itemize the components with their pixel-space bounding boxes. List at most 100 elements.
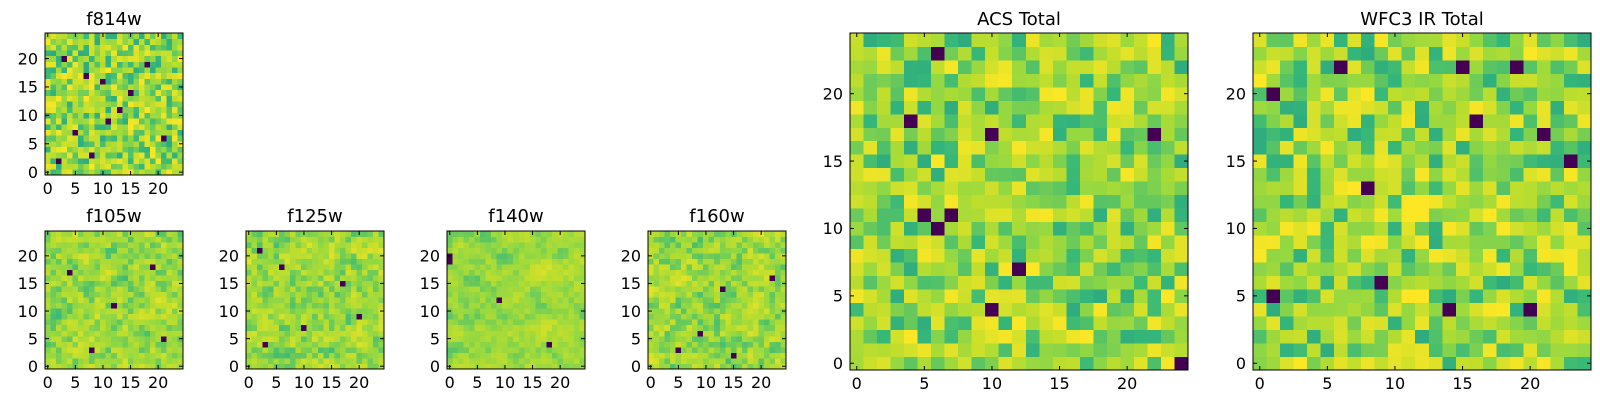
heatmap-cell xyxy=(917,194,932,209)
heatmap-cell xyxy=(50,231,57,237)
heatmap-cell xyxy=(474,341,481,348)
heatmap-cell xyxy=(697,313,704,320)
heatmap-cell xyxy=(1550,208,1565,223)
heatmap-cell xyxy=(1536,100,1551,115)
heatmap-cell xyxy=(944,154,959,169)
x-tick-label: 10 xyxy=(982,374,1002,393)
heatmap-cell xyxy=(1160,194,1175,209)
heatmap-cell xyxy=(350,242,357,248)
heatmap-cell xyxy=(496,258,503,265)
heatmap-cell xyxy=(692,231,699,237)
heatmap-cell xyxy=(257,330,263,337)
heatmap-cell xyxy=(138,330,145,337)
heatmap-cell xyxy=(149,275,156,282)
heatmap-cell xyxy=(1388,275,1403,290)
heatmap-cell xyxy=(1550,154,1565,169)
heatmap-cell xyxy=(491,302,498,309)
heatmap-cell xyxy=(904,262,918,277)
heatmap-cell xyxy=(67,242,73,248)
heatmap-cell xyxy=(1093,302,1108,317)
heatmap-cell xyxy=(1469,275,1484,290)
heatmap-cell xyxy=(1563,127,1578,142)
heatmap-cell xyxy=(1469,329,1484,344)
heatmap-cell xyxy=(312,302,319,309)
heatmap-cell xyxy=(1320,167,1335,182)
heatmap-cell xyxy=(50,247,57,254)
heatmap-cell xyxy=(72,84,79,91)
heatmap-cell xyxy=(452,275,459,282)
heatmap-cell xyxy=(290,357,297,364)
heatmap-cell xyxy=(758,269,765,276)
heatmap-cell xyxy=(1052,235,1067,250)
heatmap-cell xyxy=(944,289,959,303)
heatmap-cell xyxy=(155,242,162,248)
heatmap-cell xyxy=(507,335,514,342)
heatmap-cell xyxy=(863,302,878,317)
heatmap-cell xyxy=(1334,154,1349,169)
heatmap-cell xyxy=(50,101,57,108)
heatmap-cell xyxy=(268,242,274,248)
heatmap-cell xyxy=(1320,140,1335,155)
heatmap-cell xyxy=(45,286,51,293)
heatmap-cell xyxy=(1039,59,1054,74)
heatmap-cell xyxy=(295,302,302,309)
heatmap-cell xyxy=(306,352,313,359)
heatmap-cell xyxy=(463,275,470,282)
heatmap-cell xyxy=(1361,140,1376,155)
heatmap-cell xyxy=(540,236,547,243)
heatmap-cell xyxy=(78,335,85,342)
heatmap-cell xyxy=(546,302,553,309)
heatmap-cell xyxy=(1388,329,1403,344)
heatmap-cell xyxy=(1012,100,1027,115)
heatmap-cell xyxy=(1307,113,1321,128)
heatmap-cell xyxy=(763,363,770,370)
heatmap-cell xyxy=(1079,289,1094,303)
heatmap-cell xyxy=(877,289,891,303)
heatmap-cell xyxy=(334,269,341,276)
heatmap-cell xyxy=(1320,59,1335,74)
heatmap-cell xyxy=(273,302,280,309)
heatmap-cell xyxy=(1025,262,1040,277)
heatmap-cell xyxy=(105,89,112,96)
heatmap-cell xyxy=(1509,154,1524,169)
heatmap-cell xyxy=(246,258,252,265)
heatmap-cell xyxy=(463,269,470,276)
heatmap-cell xyxy=(931,86,946,101)
heatmap-cell xyxy=(262,280,269,287)
heatmap-cell xyxy=(89,38,96,45)
heatmap-cell xyxy=(958,33,973,47)
heatmap-cell xyxy=(166,163,173,170)
heatmap-cell xyxy=(513,280,520,287)
heatmap-cell xyxy=(877,127,891,142)
heatmap-cell xyxy=(1482,86,1497,101)
heatmap-cell xyxy=(458,335,464,342)
heatmap-cell xyxy=(133,291,140,298)
heatmap-cell xyxy=(758,335,765,342)
heatmap-cell xyxy=(78,264,85,271)
heatmap-cell xyxy=(1133,127,1148,142)
heatmap-cell xyxy=(708,346,715,353)
heatmap-cell xyxy=(507,346,514,353)
heatmap-cell xyxy=(518,313,525,320)
heatmap-cell xyxy=(268,346,274,353)
heatmap-cell xyxy=(1012,33,1027,47)
heatmap-cell xyxy=(686,363,693,370)
heatmap-cell xyxy=(1455,208,1470,223)
heatmap-cell xyxy=(518,269,525,276)
heatmap-cell xyxy=(273,286,280,293)
heatmap-cell xyxy=(1307,46,1321,61)
heatmap-cell xyxy=(579,297,586,304)
heatmap-cell xyxy=(1401,113,1416,128)
x-tick-label: 10 xyxy=(93,179,113,198)
heatmap-cell xyxy=(72,50,79,57)
heatmap-cell xyxy=(540,242,547,248)
heatmap-cell xyxy=(127,123,134,130)
heatmap-cell xyxy=(850,86,864,101)
heatmap-cell xyxy=(752,330,759,337)
heatmap-cell xyxy=(485,236,492,243)
heatmap-cell xyxy=(958,46,973,61)
heatmap-cell xyxy=(133,157,140,165)
heatmap-cell xyxy=(67,313,73,320)
heatmap-cell xyxy=(1442,248,1457,263)
heatmap-cell xyxy=(361,258,368,265)
